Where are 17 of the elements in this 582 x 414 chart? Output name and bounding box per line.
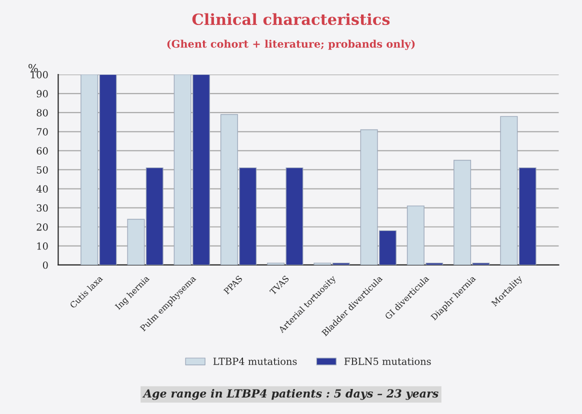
chart-subtitle: (Ghent cohort + literature; probands only) bbox=[167, 40, 415, 50]
y-axis-title: % bbox=[28, 64, 38, 72]
text: Age range in LTBP4 patients : 5 days – 23 years bbox=[142, 388, 438, 400]
y-tick-label: 90 bbox=[36, 90, 48, 98]
y-tick-label: 0 bbox=[42, 261, 48, 269]
y-tick-label: 100 bbox=[31, 71, 48, 78]
y-tick-label: 70 bbox=[36, 128, 48, 136]
chart-title: Clinical characteristics bbox=[192, 13, 390, 26]
y-tick-label: 40 bbox=[36, 185, 48, 193]
y-tick-label: 50 bbox=[36, 166, 48, 174]
legend-label: LTBP4 mutations bbox=[213, 358, 297, 366]
y-tick-label: 10 bbox=[37, 242, 48, 250]
y-tick-label: 80 bbox=[36, 109, 48, 116]
legend-label: FBLN5 mutations bbox=[344, 358, 431, 366]
y-tick-label: 30 bbox=[36, 204, 48, 212]
y-tick-label: 20 bbox=[36, 223, 48, 231]
y-tick-label: 60 bbox=[36, 147, 48, 155]
